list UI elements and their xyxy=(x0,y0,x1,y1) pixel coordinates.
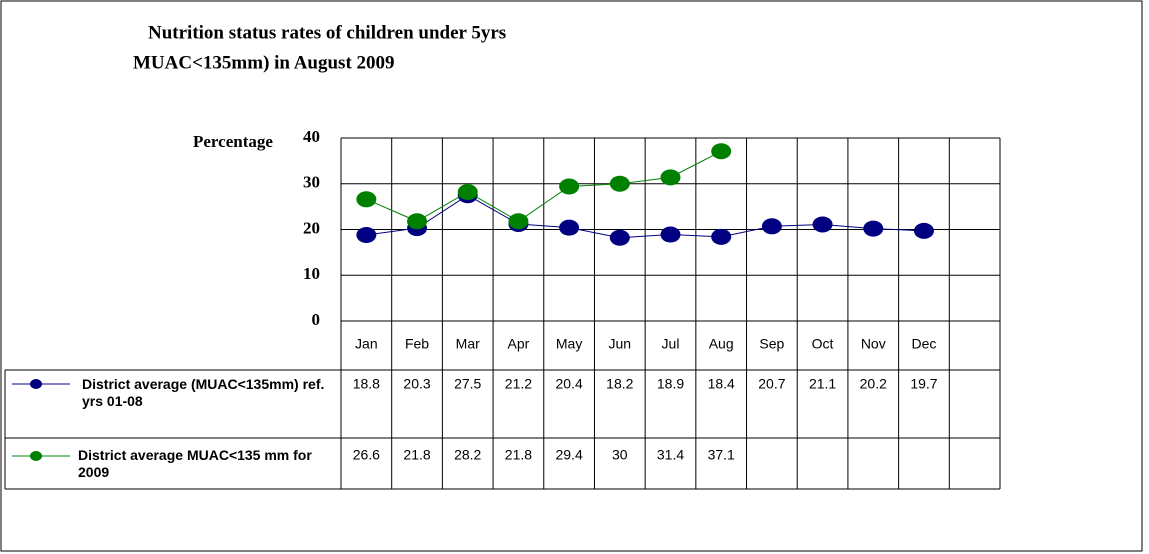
table-value: 29.4 xyxy=(555,447,582,463)
legend-marker xyxy=(30,379,42,389)
legend-marker xyxy=(30,451,42,461)
x-tick-label: Jun xyxy=(609,336,632,352)
table-value: 19.7 xyxy=(910,376,937,392)
marker xyxy=(711,143,732,160)
marker xyxy=(660,226,681,243)
marker xyxy=(609,229,630,246)
table-value: 18.8 xyxy=(353,376,380,392)
marker xyxy=(407,213,428,230)
x-tick-label: Sep xyxy=(759,336,784,352)
x-tick-label: Nov xyxy=(861,336,886,352)
y-axis-label: Percentage xyxy=(193,132,273,151)
y-tick-label: 10 xyxy=(303,264,320,283)
marker xyxy=(356,191,377,208)
table-value: 18.2 xyxy=(606,376,633,392)
table-value: 31.4 xyxy=(657,447,684,463)
y-tick-label: 0 xyxy=(312,310,321,329)
table-value: 27.5 xyxy=(454,376,481,392)
x-tick-label: Jul xyxy=(662,336,680,352)
table-value: 21.8 xyxy=(505,447,532,463)
legend-label: District average (MUAC<135mm) ref. yrs 0… xyxy=(82,376,325,409)
table-value: 20.2 xyxy=(860,376,887,392)
chart-title: Nutrition status rates of children under… xyxy=(148,22,506,43)
table-value: 20.7 xyxy=(758,376,785,392)
marker xyxy=(559,219,580,236)
x-tick-label: Feb xyxy=(405,336,429,352)
marker xyxy=(508,213,529,230)
y-tick-label: 40 xyxy=(303,127,320,146)
y-tick-label: 30 xyxy=(303,173,320,192)
x-tick-label: Oct xyxy=(812,336,834,352)
marker xyxy=(457,183,478,200)
x-tick-label: Aug xyxy=(709,336,734,352)
table-value: 30 xyxy=(612,447,628,463)
table-value: 18.9 xyxy=(657,376,684,392)
marker xyxy=(609,175,630,192)
marker xyxy=(863,220,884,237)
x-tick-label: Jan xyxy=(355,336,378,352)
table-value: 20.3 xyxy=(403,376,430,392)
table-value: 21.8 xyxy=(403,447,430,463)
marker xyxy=(711,228,732,245)
x-tick-label: Apr xyxy=(508,336,530,352)
marker xyxy=(913,222,934,239)
x-tick-label: Mar xyxy=(456,336,480,352)
marker xyxy=(812,216,833,233)
table-value: 21.1 xyxy=(809,376,836,392)
table-value: 18.4 xyxy=(708,376,735,392)
table-value: 20.4 xyxy=(555,376,582,392)
y-tick-label: 20 xyxy=(303,218,320,237)
table-value: 28.2 xyxy=(454,447,481,463)
x-tick-label: May xyxy=(556,336,582,352)
marker xyxy=(559,178,580,195)
table-value: 21.2 xyxy=(505,376,532,392)
legend-entry: District average MUAC<135 mm for 2009 xyxy=(78,447,312,480)
chart-subtitle: MUAC<135mm) in August 2009 xyxy=(133,52,395,73)
legend-entry: District average (MUAC<135mm) ref. yrs 0… xyxy=(82,376,325,409)
marker xyxy=(660,169,681,186)
marker xyxy=(356,226,377,243)
marker xyxy=(761,218,782,235)
x-tick-label: Dec xyxy=(912,336,937,352)
table-value: 26.6 xyxy=(353,447,380,463)
table-value: 37.1 xyxy=(708,447,735,463)
legend-label: District average MUAC<135 mm for 2009 xyxy=(78,447,312,480)
